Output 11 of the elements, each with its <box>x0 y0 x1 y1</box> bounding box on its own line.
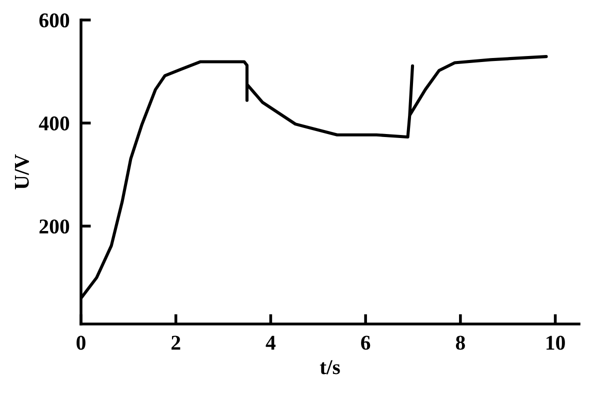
y-tick-label: 600 <box>39 13 70 28</box>
y-tick-label: 400 <box>38 116 70 130</box>
x-tick-label: 4 <box>266 336 276 350</box>
x-tick-label: 0 <box>76 336 86 350</box>
x-tick-label: 2 <box>172 336 180 350</box>
x-tick-label: 6 <box>361 336 370 350</box>
y-axis-title: U/V <box>14 154 29 190</box>
y-tick-label: 200 <box>40 219 70 234</box>
x-tick-label: 10 <box>546 336 565 350</box>
x-axis-title: t/s <box>320 360 340 374</box>
x-tick-label: 8 <box>456 336 465 350</box>
